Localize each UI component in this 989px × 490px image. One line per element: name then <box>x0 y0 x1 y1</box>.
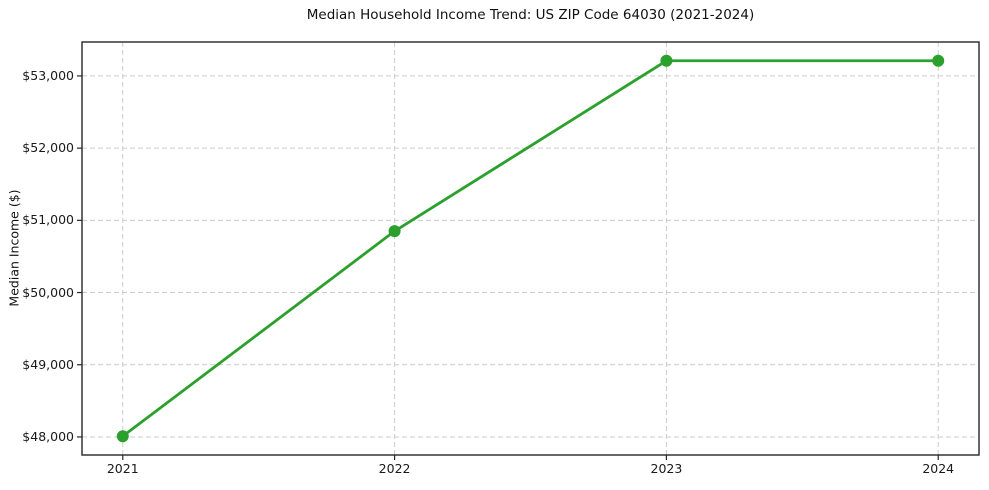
income-trend-line <box>121 59 939 438</box>
y-tick-label: $51,000 <box>22 212 74 228</box>
x-tick-label: 2021 <box>106 461 139 476</box>
y-tick-label: $49,000 <box>22 356 74 372</box>
y-tick-label: $50,000 <box>22 284 74 300</box>
data-point-2024 <box>932 54 945 67</box>
y-tick-label: $53,000 <box>22 67 74 83</box>
data-point-2023 <box>660 54 673 67</box>
y-tick-label: $52,000 <box>22 140 74 156</box>
plot-frame <box>81 41 980 456</box>
chart-title: Median Household Income Trend: US ZIP Co… <box>306 7 755 23</box>
data-point-2022 <box>388 225 401 238</box>
x-tick-label: 2022 <box>378 461 411 476</box>
x-tick-label: 2024 <box>922 461 955 476</box>
x-tick-label: 2023 <box>650 461 683 476</box>
y-tick-label: $48,000 <box>22 428 74 444</box>
data-point-2021 <box>116 430 129 443</box>
